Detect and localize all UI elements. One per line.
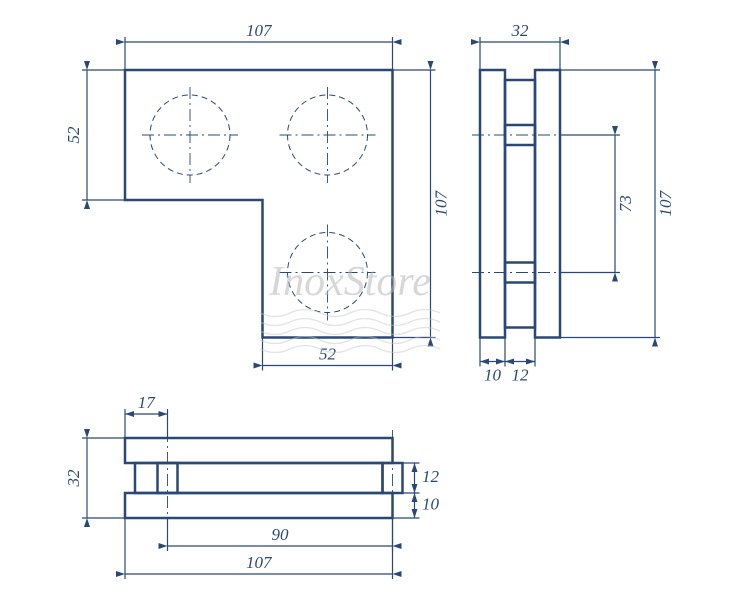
svg-text:52: 52	[319, 344, 337, 363]
svg-text:10: 10	[422, 494, 440, 513]
svg-text:10: 10	[484, 365, 502, 384]
svg-text:73: 73	[616, 195, 635, 212]
svg-text:12: 12	[512, 365, 530, 384]
svg-text:12: 12	[422, 467, 440, 486]
side-view: 32 73 107 10 12	[471, 21, 675, 385]
svg-text:107: 107	[246, 21, 273, 40]
svg-text:32: 32	[64, 469, 83, 488]
svg-text:17: 17	[138, 393, 157, 412]
technical-drawing: 107 52 107 52 32 73 107 10 12 32 17 12 10 90 107 InoxSt…	[0, 0, 750, 600]
svg-text:107: 107	[656, 190, 675, 217]
svg-text:107: 107	[431, 190, 450, 217]
svg-text:32: 32	[511, 21, 530, 40]
svg-text:107: 107	[246, 553, 273, 572]
svg-text:52: 52	[64, 126, 83, 144]
front-view: 107 52 107 52	[64, 21, 451, 371]
svg-text:InoxStore: InoxStore	[268, 259, 431, 305]
svg-text:90: 90	[272, 525, 290, 544]
bottom-view: 32 17 12 10 90 107	[64, 393, 440, 579]
